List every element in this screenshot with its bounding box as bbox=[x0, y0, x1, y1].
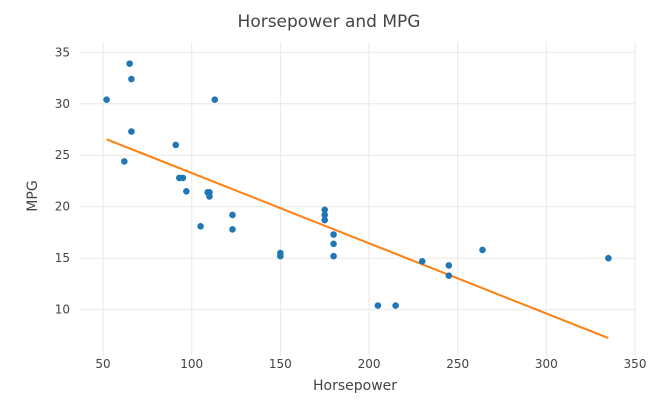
data-point[interactable] bbox=[128, 75, 135, 83]
data-point[interactable] bbox=[183, 187, 190, 195]
data-point[interactable] bbox=[392, 302, 399, 309]
y-tick-label: 20 bbox=[55, 200, 70, 214]
x-tick-label: 300 bbox=[535, 357, 558, 371]
data-point[interactable] bbox=[445, 272, 453, 279]
y-tick-label: 30 bbox=[55, 97, 70, 111]
data-point[interactable] bbox=[277, 252, 284, 260]
data-point[interactable] bbox=[211, 96, 219, 103]
data-point[interactable] bbox=[418, 257, 426, 265]
data-point[interactable] bbox=[321, 216, 328, 224]
data-point[interactable] bbox=[321, 211, 328, 219]
data-point[interactable] bbox=[605, 254, 612, 262]
y-axis-ticks: 10 15 20 25 30 35 bbox=[55, 45, 70, 316]
data-point[interactable] bbox=[445, 262, 453, 269]
data-point[interactable] bbox=[172, 141, 180, 149]
x-tick-label: 200 bbox=[358, 357, 381, 371]
grid-lines bbox=[80, 42, 636, 356]
x-tick-label: 350 bbox=[624, 357, 647, 371]
y-tick-label: 35 bbox=[55, 45, 70, 59]
x-axis-label: Horsepower bbox=[313, 378, 397, 394]
x-tick-label: 50 bbox=[95, 357, 110, 371]
data-point[interactable] bbox=[321, 206, 328, 214]
x-axis-ticks: 50 100 150 200 250 300 350 bbox=[95, 357, 646, 371]
data-point[interactable] bbox=[330, 231, 337, 238]
data-point[interactable] bbox=[103, 96, 110, 103]
y-tick-label: 25 bbox=[55, 148, 70, 162]
y-tick-label: 10 bbox=[55, 303, 70, 317]
data-point[interactable] bbox=[206, 193, 213, 200]
data-point[interactable] bbox=[179, 174, 187, 182]
data-point[interactable] bbox=[479, 246, 486, 254]
data-point[interactable] bbox=[374, 302, 382, 309]
x-tick-label: 250 bbox=[446, 357, 469, 371]
data-point[interactable] bbox=[128, 128, 135, 135]
data-point[interactable] bbox=[126, 60, 133, 67]
data-point[interactable] bbox=[229, 211, 236, 219]
y-axis-label: MPG bbox=[25, 180, 41, 211]
data-points bbox=[103, 60, 612, 309]
x-tick-label: 150 bbox=[269, 357, 292, 371]
data-point[interactable] bbox=[330, 240, 337, 248]
data-point[interactable] bbox=[229, 226, 236, 233]
data-point[interactable] bbox=[330, 252, 337, 260]
data-point[interactable] bbox=[121, 158, 128, 165]
chart-title: Horsepower and MPG bbox=[238, 12, 421, 32]
y-tick-label: 15 bbox=[55, 251, 70, 265]
x-tick-label: 100 bbox=[180, 357, 203, 371]
trendline-layer bbox=[106, 138, 609, 340]
data-point[interactable] bbox=[197, 222, 204, 230]
trendline bbox=[106, 138, 609, 340]
